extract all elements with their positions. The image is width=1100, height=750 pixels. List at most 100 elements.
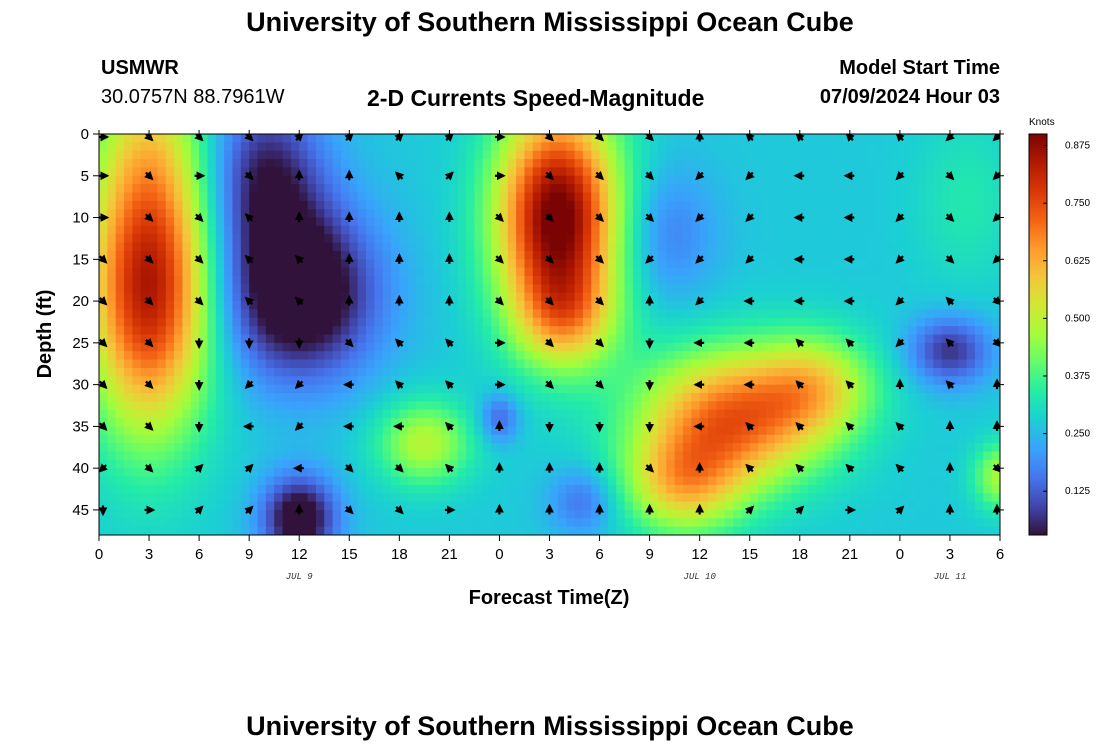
- heat-cell: [157, 217, 167, 227]
- heat-cell: [874, 367, 884, 377]
- heat-cell: [416, 509, 425, 519]
- heat-cell: [708, 142, 717, 152]
- heat-cell: [774, 284, 784, 294]
- heat-cell: [966, 267, 976, 277]
- heat-cell: [157, 267, 167, 277]
- heat-cell: [599, 217, 609, 227]
- heat-cell: [174, 351, 184, 361]
- heat-cell: [265, 150, 275, 160]
- heat-cell: [607, 292, 617, 302]
- heat-cell: [315, 493, 325, 503]
- heat-cell: [599, 392, 609, 402]
- heat-cell: [958, 401, 968, 411]
- heat-cell: [115, 426, 125, 436]
- heat-cell: [641, 175, 651, 185]
- heat-cell: [866, 217, 876, 227]
- heat-cell: [574, 134, 584, 143]
- heat-cell: [124, 134, 133, 143]
- heat-cell: [282, 184, 292, 194]
- heat-cell: [849, 409, 859, 419]
- heat-cell: [315, 376, 325, 386]
- heat-cell: [115, 392, 125, 402]
- heat-cell: [274, 150, 284, 160]
- heat-cell: [733, 234, 742, 244]
- heat-cell: [933, 434, 943, 444]
- heat-cell: [482, 351, 492, 361]
- heat-cell: [190, 184, 200, 194]
- heat-cell: [332, 351, 342, 361]
- heat-cell: [699, 242, 709, 252]
- heat-cell: [432, 351, 442, 361]
- heat-cell: [983, 434, 993, 444]
- heat-cell: [866, 184, 876, 194]
- heat-cell: [199, 468, 209, 478]
- heat-cell: [491, 342, 501, 352]
- heat-cell: [816, 134, 826, 143]
- heat-cell: [833, 459, 843, 469]
- heat-cell: [507, 159, 517, 169]
- heat-cell: [507, 292, 517, 302]
- heat-cell: [307, 501, 317, 511]
- heat-cell: [115, 434, 125, 444]
- heat-cell: [766, 418, 776, 427]
- heat-cell: [674, 192, 684, 202]
- heat-cell: [574, 484, 584, 494]
- heat-cell: [524, 326, 534, 336]
- heat-cell: [566, 501, 576, 511]
- heat-cell: [482, 309, 492, 319]
- heat-cell: [624, 234, 634, 244]
- heat-cell: [516, 451, 526, 461]
- heat-cell: [140, 242, 150, 252]
- heat-cell: [933, 309, 943, 319]
- heat-cell: [624, 351, 634, 361]
- heat-cell: [699, 134, 709, 143]
- heat-cell: [657, 200, 667, 210]
- heat-cell: [140, 192, 150, 202]
- heat-cell: [908, 309, 918, 319]
- heat-cell: [265, 426, 275, 436]
- heat-cell: [674, 334, 684, 344]
- heat-cell: [591, 142, 601, 152]
- heat-cell: [249, 384, 259, 394]
- heat-cell: [674, 292, 684, 302]
- heat-cell: [182, 509, 192, 519]
- heat-cell: [365, 267, 375, 277]
- heat-cell: [974, 267, 984, 277]
- heat-cell: [974, 376, 984, 386]
- page-title: University of Southern Mississippi Ocean…: [246, 7, 854, 37]
- heat-cell: [482, 159, 492, 169]
- heat-cell: [958, 276, 968, 285]
- heat-cell: [674, 409, 684, 419]
- heat-cell: [657, 426, 667, 436]
- heat-cell: [482, 175, 492, 185]
- heat-cell: [649, 484, 659, 494]
- heat-cell: [132, 217, 142, 227]
- heat-cell: [124, 326, 133, 336]
- heat-cell: [899, 142, 909, 152]
- heat-cell: [182, 459, 192, 469]
- heat-cell: [507, 334, 517, 344]
- heat-cell: [716, 217, 726, 227]
- heat-cell: [883, 342, 893, 352]
- heat-cell: [833, 317, 843, 327]
- heat-cell: [899, 342, 909, 352]
- heat-cell: [582, 367, 592, 377]
- heat-cell: [332, 184, 342, 194]
- heat-cell: [474, 376, 484, 386]
- heat-cell: [941, 159, 951, 169]
- heat-cell: [666, 384, 676, 394]
- heat-cell: [382, 351, 392, 361]
- heat-cell: [766, 509, 776, 519]
- heat-cell: [741, 267, 751, 277]
- heat-cell: [407, 451, 417, 461]
- heat-cell: [541, 451, 551, 461]
- heat-cell: [274, 234, 284, 244]
- heat-cell: [416, 476, 425, 486]
- heat-cell: [282, 468, 292, 478]
- heat-cell: [833, 234, 843, 244]
- heat-cell: [357, 175, 367, 185]
- heat-cell: [749, 493, 759, 503]
- heat-cell: [649, 242, 659, 252]
- heat-cell: [432, 234, 442, 244]
- heat-cell: [582, 200, 592, 210]
